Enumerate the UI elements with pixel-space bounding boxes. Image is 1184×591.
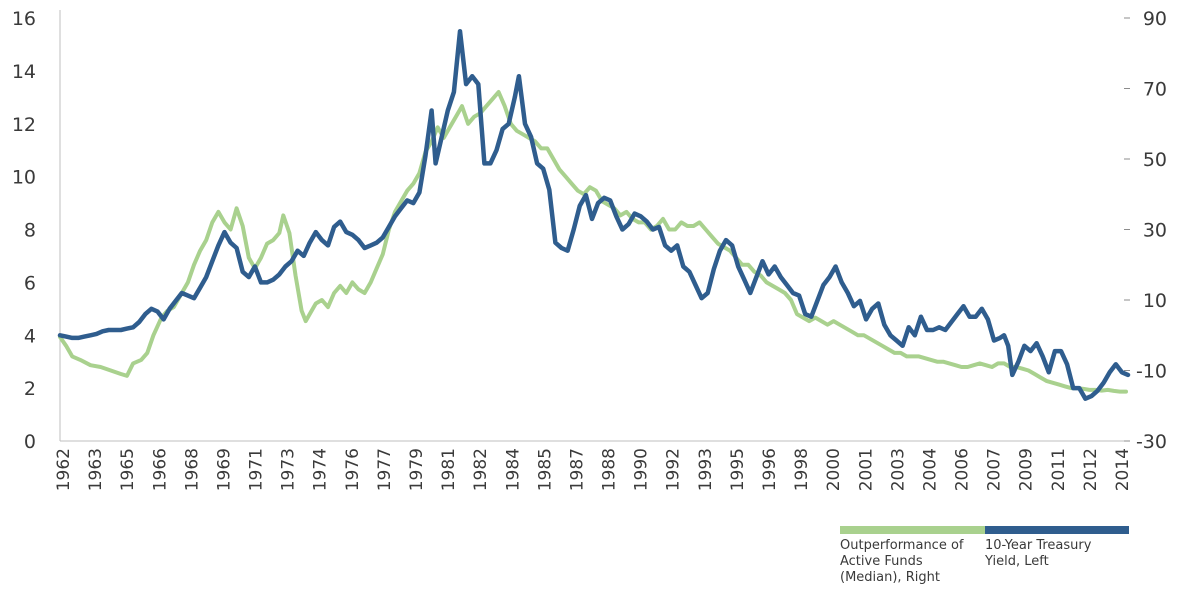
x-tick-label: 1992 xyxy=(664,448,684,491)
x-tick-label: 1966 xyxy=(150,448,170,491)
x-tick-label: 2012 xyxy=(1081,448,1101,491)
y-left-tick-label: 10 xyxy=(12,167,36,189)
y-right-tick-label: -10 xyxy=(1136,361,1167,383)
x-tick-label: 1971 xyxy=(247,448,267,491)
x-tick-label: 1988 xyxy=(600,448,620,491)
x-tick-label: 1998 xyxy=(792,448,812,491)
y-right-tick-label: 30 xyxy=(1143,220,1167,242)
y-left-tick-label: 16 xyxy=(12,8,36,30)
x-tick-label: 1984 xyxy=(503,448,523,491)
x-tick-label: 1981 xyxy=(439,448,459,491)
y-left-tick-label: 6 xyxy=(24,272,36,294)
y-left-tick-label: 12 xyxy=(12,114,36,136)
x-tick-label: 2001 xyxy=(856,448,876,491)
x-tick-label: 1996 xyxy=(760,448,780,491)
x-tick-label: 1990 xyxy=(632,448,652,491)
y-right-tick-label: 90 xyxy=(1143,8,1167,30)
x-tick-label: 2006 xyxy=(953,448,973,491)
x-tick-label: 2003 xyxy=(888,448,908,491)
y-right-tick-label: -30 xyxy=(1136,431,1167,453)
x-tick-label: 1969 xyxy=(214,448,234,491)
legend-label-outperformance: Outperformance of Active Funds (Median),… xyxy=(840,538,964,585)
x-tick-label: 2009 xyxy=(1017,448,1037,491)
x-tick-label: 1968 xyxy=(182,448,202,491)
x-tick-label: 2000 xyxy=(824,448,844,491)
y-right-tick-label: 50 xyxy=(1143,149,1167,171)
legend-item-outperformance: Outperformance of Active Funds (Median),… xyxy=(840,526,985,586)
legend-label-treasury-yield: 10-Year Treasury Yield, Left xyxy=(985,538,1092,569)
y-left-tick-label: 14 xyxy=(12,61,36,83)
x-tick-label: 1979 xyxy=(407,448,427,491)
x-tick-label: 2014 xyxy=(1113,448,1133,491)
x-tick-label: 1985 xyxy=(535,448,555,491)
x-tick-label: 1993 xyxy=(696,448,716,491)
x-tick-label: 1963 xyxy=(86,448,106,491)
x-tick-label: 1962 xyxy=(54,448,74,491)
y-left-tick-label: 2 xyxy=(24,378,36,400)
axes xyxy=(59,10,1128,442)
legend-item-treasury-yield: 10-Year Treasury Yield, Left xyxy=(985,526,1129,586)
x-tick-label: 1965 xyxy=(118,448,138,491)
x-tick-label: 2004 xyxy=(920,448,940,491)
y-right-tick-label: 70 xyxy=(1143,79,1167,101)
x-tick-label: 1977 xyxy=(375,448,395,491)
series-lines xyxy=(57,28,1131,401)
x-tick-label: 1987 xyxy=(567,448,587,491)
y-left-tick-label: 4 xyxy=(24,325,36,347)
x-tick-label: 2011 xyxy=(1049,448,1069,491)
x-tick-label: 1973 xyxy=(279,448,299,491)
x-tick-label: 1976 xyxy=(343,448,363,491)
x-tick-label: 1982 xyxy=(471,448,491,491)
x-tick-label: 2007 xyxy=(985,448,1005,491)
y-left-tick-label: 8 xyxy=(24,220,36,242)
x-tick-label: 1974 xyxy=(311,448,331,491)
tick-labels: 0 2 4 6 8 10 12 14 16 -30 -10 10 30 50 70 90 1962 1963 196… xyxy=(12,8,1167,491)
y-left-tick-label: 0 xyxy=(24,431,36,453)
legend-swatch-outperformance xyxy=(840,526,985,534)
y-right-tick-label: 10 xyxy=(1143,290,1167,312)
series-line-treasury-yield xyxy=(57,28,1131,401)
x-tick-label: 1995 xyxy=(728,448,748,491)
legend-swatch-treasury-yield xyxy=(985,526,1129,534)
